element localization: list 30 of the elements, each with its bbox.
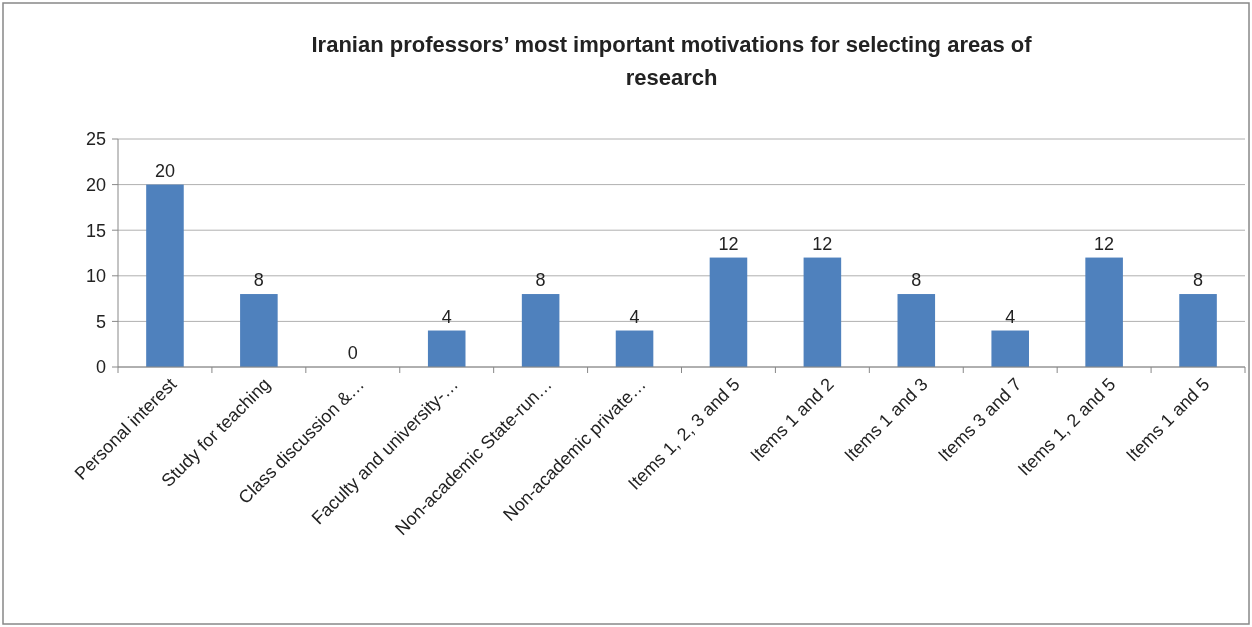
y-tick-label: 10 (85, 266, 106, 287)
data-label: 4 (441, 306, 452, 327)
y-tick-label: 15 (85, 220, 106, 241)
data-label: 8 (535, 270, 546, 291)
y-tick-label: 25 (85, 129, 106, 150)
data-label: 20 (154, 160, 175, 181)
bar (615, 330, 654, 367)
bar (803, 257, 842, 367)
bar (991, 330, 1029, 367)
y-tick-label: 5 (95, 311, 106, 332)
data-label: 12 (812, 233, 833, 254)
bar (427, 330, 466, 367)
data-label: 4 (1005, 306, 1016, 327)
data-label: 12 (1094, 233, 1115, 254)
bar (1085, 257, 1123, 367)
bar (709, 257, 748, 367)
bar (897, 294, 936, 367)
data-label: 8 (911, 270, 922, 291)
bar (1179, 294, 1217, 367)
data-label: 0 (347, 343, 358, 363)
bar (521, 294, 560, 367)
y-tick-label: 20 (85, 174, 106, 195)
bar (146, 184, 184, 367)
y-tick-label: 0 (95, 357, 106, 378)
data-label: 8 (253, 270, 264, 291)
bar (240, 294, 278, 367)
chart-title: Iranian professors’ most important motivations for selecting areas of research (311, 32, 1033, 90)
data-label: 8 (1193, 270, 1204, 291)
data-label: 4 (629, 306, 640, 327)
data-label: 12 (718, 233, 739, 254)
